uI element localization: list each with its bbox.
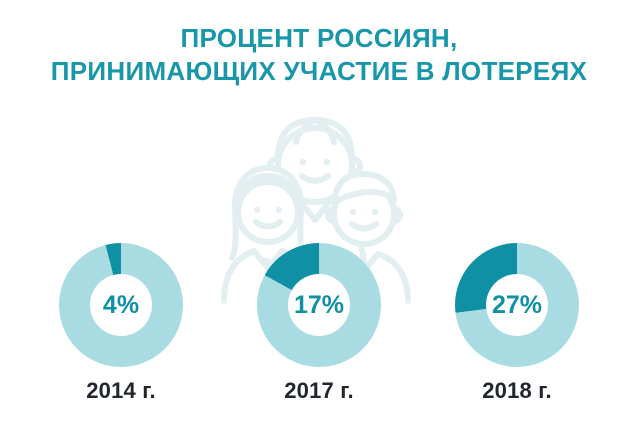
chart-2017: 17% 2017 г. <box>234 243 404 404</box>
donut-2017-label: 2017 г. <box>284 378 354 403</box>
donut-2017: 17% <box>257 243 381 367</box>
donut-2014-hole: 4% <box>90 274 152 336</box>
chart-2014: 4% 2014 г. <box>36 243 206 404</box>
page-title-line1: ПРОЦЕНТ РОССИЯН, <box>180 23 458 53</box>
chart-2018: 27% 2018 г. <box>432 243 602 404</box>
donut-2018: 27% <box>455 243 579 367</box>
page-title: ПРОЦЕНТ РОССИЯН, ПРИНИМАЮЩИХ УЧАСТИЕ В Л… <box>0 22 638 88</box>
donut-2017-hole: 17% <box>288 274 350 336</box>
donut-2014: 4% <box>59 243 183 367</box>
donut-2018-hole: 27% <box>486 274 548 336</box>
donut-charts-row: 4% 2014 г. 17% 2017 г. 27% 2018 г. <box>0 243 638 404</box>
donut-2017-value: 17% <box>293 290 345 319</box>
donut-2014-label: 2014 г. <box>86 378 156 403</box>
donut-2014-value: 4% <box>102 290 140 319</box>
donut-2018-label: 2018 г. <box>482 378 552 403</box>
page-title-line2: ПРИНИМАЮЩИХ УЧАСТИЕ В ЛОТЕРЕЯХ <box>50 56 588 87</box>
donut-2018-value: 27% <box>491 290 543 319</box>
